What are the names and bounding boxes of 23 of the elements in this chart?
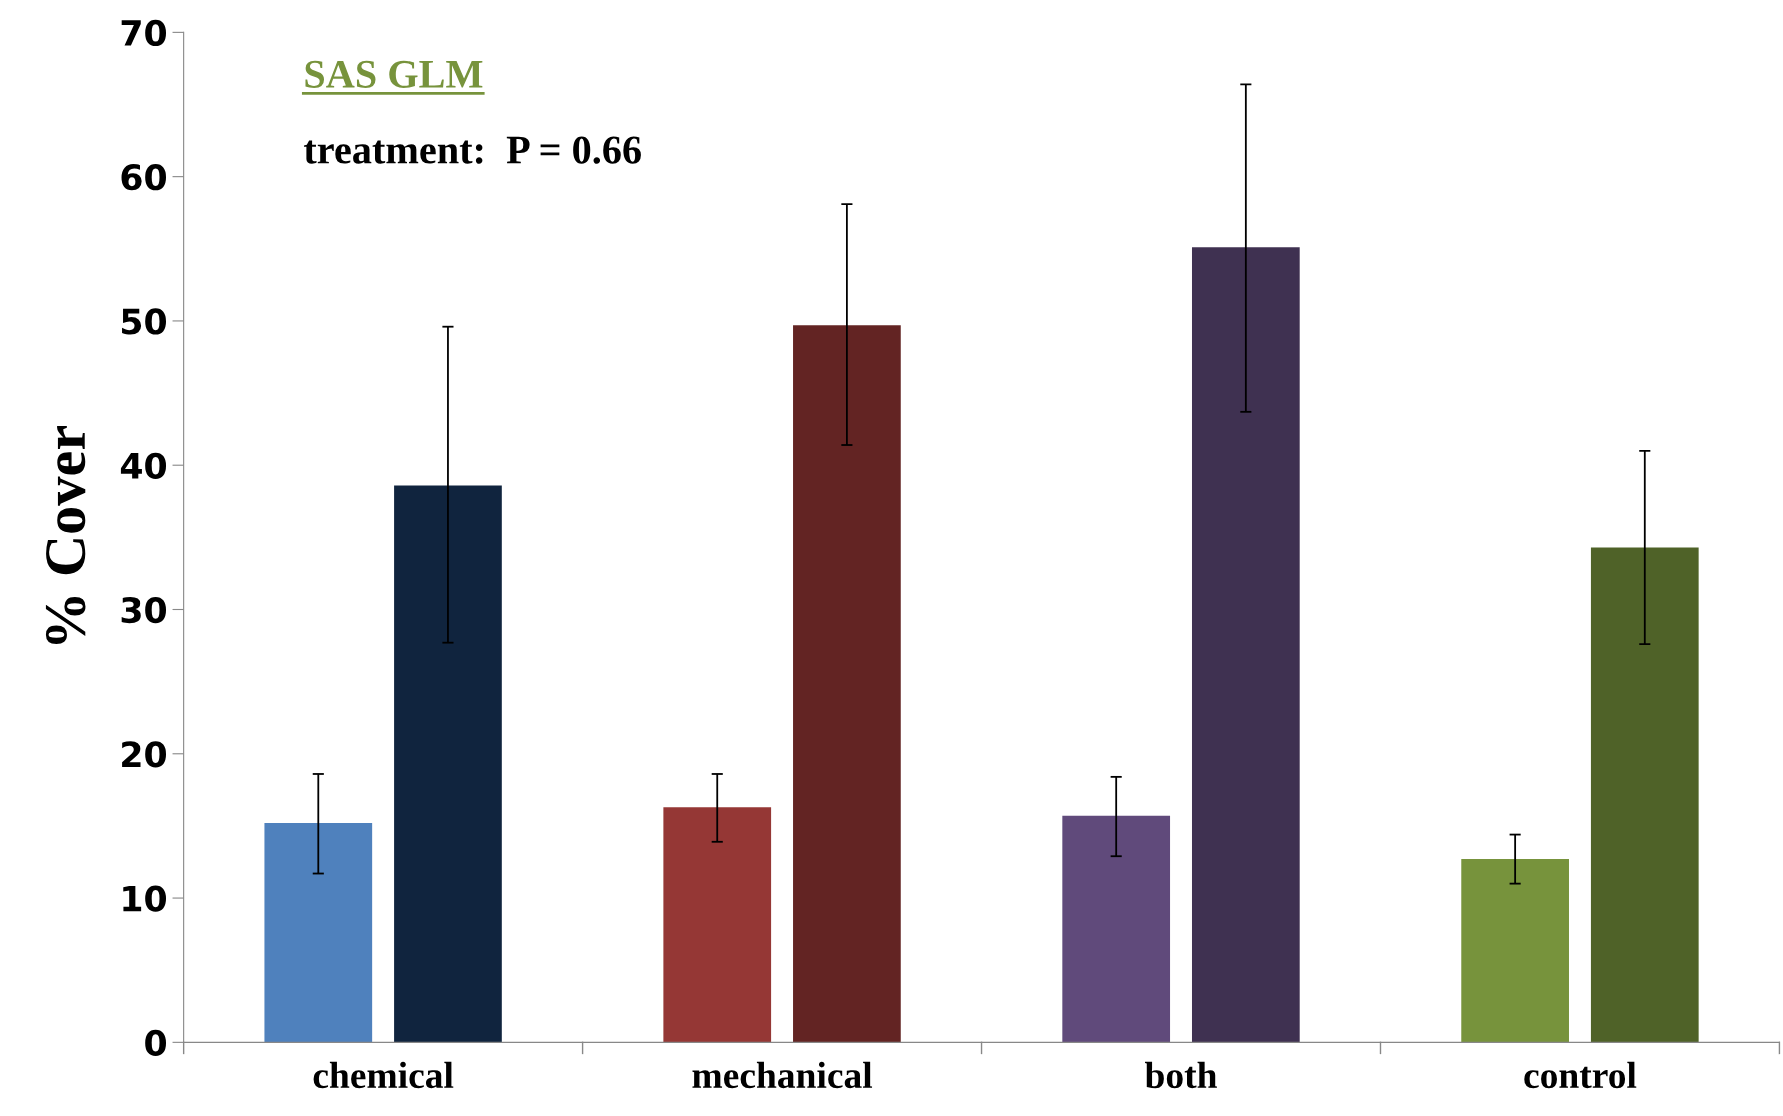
y-tick-label: 40 <box>120 452 167 479</box>
bar <box>264 823 373 1043</box>
bar <box>1191 247 1300 1043</box>
y-axis-title: % Cover <box>45 426 86 644</box>
y-tick-label: 70 <box>121 19 167 47</box>
x-tick-label: both <box>1145 1061 1217 1089</box>
x-tick-label: chemical <box>313 1061 454 1089</box>
y-tick-label: 10 <box>123 885 167 912</box>
annotation: SAS GLM <box>305 60 483 88</box>
y-tick-label: 0 <box>145 1029 167 1057</box>
y-tick-label: 60 <box>121 164 167 191</box>
bar <box>1062 815 1171 1043</box>
y-tick-label: 20 <box>122 741 167 768</box>
x-tick-label: mechanical <box>692 1061 873 1089</box>
y-tick-label: 30 <box>121 596 167 624</box>
x-tick-label: control <box>1524 1061 1637 1089</box>
annotation: treatment: P = 0.66 <box>303 136 641 164</box>
bar <box>394 485 502 1043</box>
bar <box>1461 859 1569 1043</box>
bar <box>793 325 901 1043</box>
bar <box>663 807 772 1043</box>
bar <box>1590 547 1699 1043</box>
y-tick-label: 50 <box>122 308 167 335</box>
